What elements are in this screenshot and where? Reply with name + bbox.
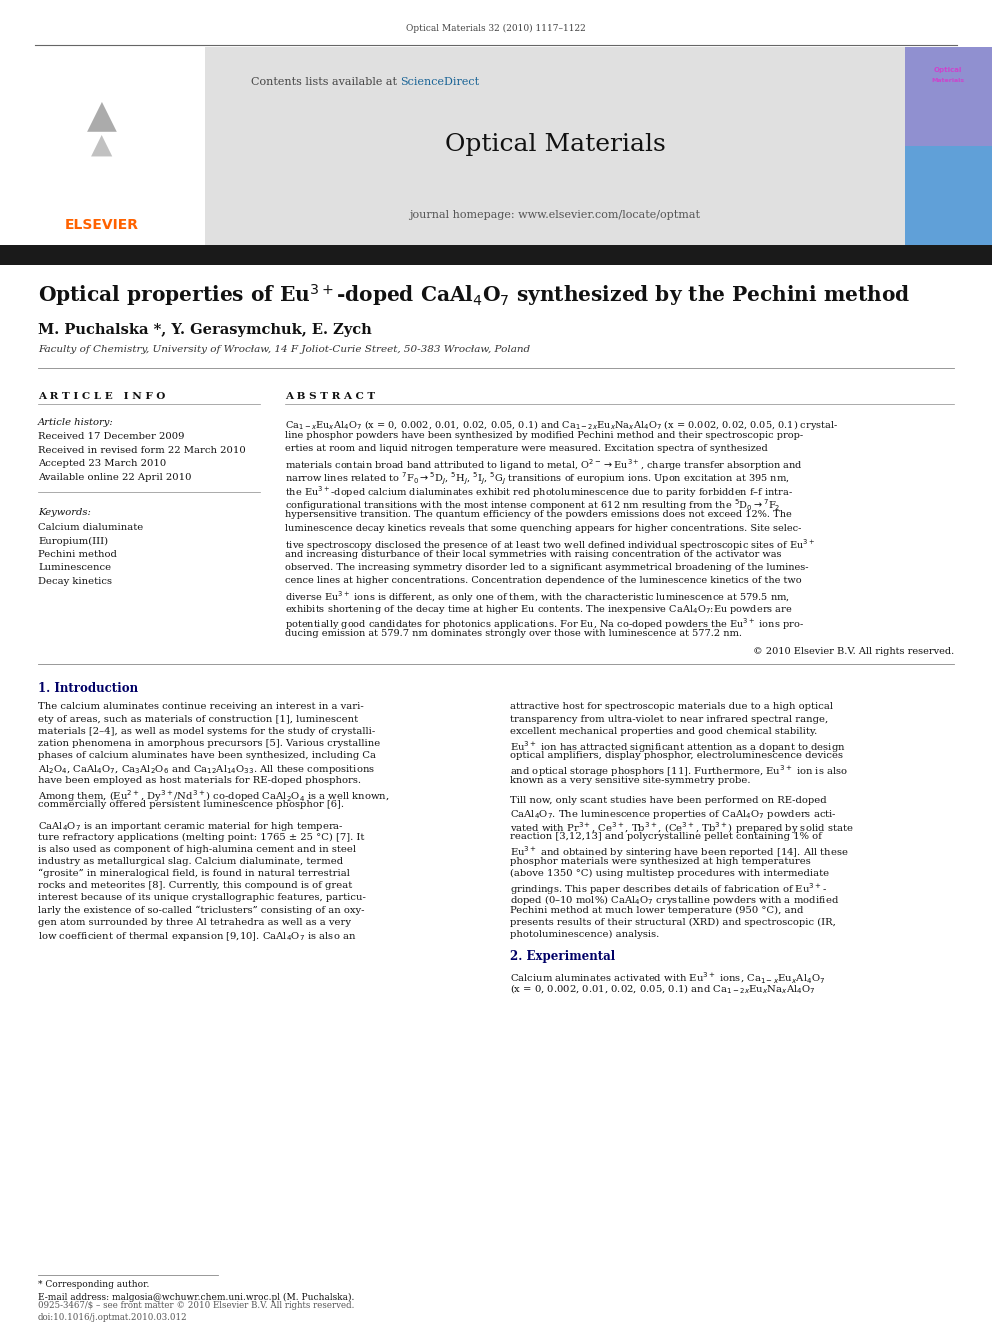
- Text: luminescence decay kinetics reveals that some quenching appears for higher conce: luminescence decay kinetics reveals that…: [285, 524, 802, 533]
- Text: ELSEVIER: ELSEVIER: [65, 218, 139, 232]
- Text: interest because of its unique crystallographic features, particu-: interest because of its unique crystallo…: [38, 893, 366, 902]
- Text: Eu$^{3+}$ ion has attracted significant attention as a dopant to design: Eu$^{3+}$ ion has attracted significant …: [510, 740, 846, 755]
- Text: Luminescence: Luminescence: [38, 564, 111, 573]
- Text: Calcium aluminates activated with Eu$^{3+}$ ions, Ca$_{1-x}$Eu$_x$Al$_4$O$_7$: Calcium aluminates activated with Eu$^{3…: [510, 970, 825, 986]
- Text: Decay kinetics: Decay kinetics: [38, 577, 112, 586]
- Text: Among them, (Eu$^{2+}$, Dy$^{3+}$/Nd$^{3+}$) co-doped CaAl$_2$O$_4$ is a well kn: Among them, (Eu$^{2+}$, Dy$^{3+}$/Nd$^{3…: [38, 787, 390, 803]
- Text: materials [2–4], as well as model systems for the study of crystalli-: materials [2–4], as well as model system…: [38, 726, 375, 736]
- Text: vated with Pr$^{3+}$, Ce$^{3+}$, Tb$^{3+}$, (Ce$^{3+}$, Tb$^{3+}$) prepared by s: vated with Pr$^{3+}$, Ce$^{3+}$, Tb$^{3+…: [510, 820, 854, 836]
- Text: low coefficient of thermal expansion [9,10]. CaAl$_4$O$_7$ is also an: low coefficient of thermal expansion [9,…: [38, 930, 356, 943]
- Text: CaAl$_4$O$_7$. The luminescence properties of CaAl$_4$O$_7$ powders acti-: CaAl$_4$O$_7$. The luminescence properti…: [510, 808, 837, 822]
- Text: Accepted 23 March 2010: Accepted 23 March 2010: [38, 459, 167, 468]
- Text: gen atom surrounded by three Al tetrahedra as well as a very: gen atom surrounded by three Al tetrahed…: [38, 918, 351, 927]
- Text: journal homepage: www.elsevier.com/locate/optmat: journal homepage: www.elsevier.com/locat…: [410, 210, 700, 220]
- Text: Received in revised form 22 March 2010: Received in revised form 22 March 2010: [38, 446, 246, 455]
- Text: Al$_2$O$_4$, CaAl$_4$O$_7$, Ca$_3$Al$_2$O$_6$ and Ca$_{12}$Al$_{14}$O$_{33}$. Al: Al$_2$O$_4$, CaAl$_4$O$_7$, Ca$_3$Al$_2$…: [38, 763, 375, 777]
- Text: reaction [3,12,13] and polycrystalline pellet containing 1% of: reaction [3,12,13] and polycrystalline p…: [510, 832, 822, 841]
- Text: Optical properties of Eu$^{3+}$-doped CaAl$_4$O$_7$ synthesized by the Pechini m: Optical properties of Eu$^{3+}$-doped Ca…: [38, 282, 911, 308]
- Text: doi:10.1016/j.optmat.2010.03.012: doi:10.1016/j.optmat.2010.03.012: [38, 1312, 187, 1322]
- Text: * Corresponding author.: * Corresponding author.: [38, 1279, 150, 1289]
- Text: Ca$_{1-x}$Eu$_x$Al$_4$O$_7$ (x = 0, 0.002, 0.01, 0.02, 0.05, 0.1) and Ca$_{1-2x}: Ca$_{1-x}$Eu$_x$Al$_4$O$_7$ (x = 0, 0.00…: [285, 418, 838, 433]
- Text: and optical storage phosphors [11]. Furthermore, Eu$^{3+}$ ion is also: and optical storage phosphors [11]. Furt…: [510, 763, 848, 779]
- Text: is also used as component of high-alumina cement and in steel: is also used as component of high-alumin…: [38, 844, 356, 853]
- Text: Pechini method at much lower temperature (950 °C), and: Pechini method at much lower temperature…: [510, 906, 804, 914]
- Text: the Eu$^{3+}$-doped calcium dialuminates exhibit red photoluminescence due to pa: the Eu$^{3+}$-doped calcium dialuminates…: [285, 484, 793, 500]
- Text: Article history:: Article history:: [38, 418, 114, 427]
- Bar: [905, 48, 992, 245]
- Text: Europium(III): Europium(III): [38, 537, 108, 545]
- Text: potentially good candidates for photonics applications. For Eu, Na co-doped powd: potentially good candidates for photonic…: [285, 617, 804, 632]
- Text: Available online 22 April 2010: Available online 22 April 2010: [38, 474, 191, 482]
- Text: A B S T R A C T: A B S T R A C T: [285, 392, 375, 401]
- Text: © 2010 Elsevier B.V. All rights reserved.: © 2010 Elsevier B.V. All rights reserved…: [753, 647, 954, 656]
- Text: “grosite” in mineralogical field, is found in natural terrestrial: “grosite” in mineralogical field, is fou…: [38, 869, 350, 878]
- Text: rocks and meteorites [8]. Currently, this compound is of great: rocks and meteorites [8]. Currently, thi…: [38, 881, 352, 890]
- Text: have been employed as host materials for RE-doped phosphors.: have been employed as host materials for…: [38, 775, 361, 785]
- Text: Faculty of Chemistry, University of Wrocław, 14 F Joliot-Curie Street, 50-383 Wr: Faculty of Chemistry, University of Wroc…: [38, 345, 530, 355]
- Text: tive spectroscopy disclosed the presence of at least two well defined individual: tive spectroscopy disclosed the presence…: [285, 537, 815, 553]
- Text: The calcium aluminates continue receiving an interest in a vari-: The calcium aluminates continue receivin…: [38, 703, 364, 712]
- Text: transparency from ultra-violet to near infrared spectral range,: transparency from ultra-violet to near i…: [510, 714, 828, 724]
- Text: known as a very sensitive site-symmetry probe.: known as a very sensitive site-symmetry …: [510, 775, 751, 785]
- Text: excellent mechanical properties and good chemical stability.: excellent mechanical properties and good…: [510, 726, 817, 736]
- Bar: [205, 48, 905, 245]
- Text: Till now, only scant studies have been performed on RE-doped: Till now, only scant studies have been p…: [510, 796, 826, 804]
- Text: 1. Introduction: 1. Introduction: [38, 683, 138, 696]
- Text: photoluminescence) analysis.: photoluminescence) analysis.: [510, 930, 660, 939]
- Text: M. Puchalska *, Y. Gerasymchuk, E. Zych: M. Puchalska *, Y. Gerasymchuk, E. Zych: [38, 323, 372, 337]
- Text: ety of areas, such as materials of construction [1], luminescent: ety of areas, such as materials of const…: [38, 714, 358, 724]
- Text: cence lines at higher concentrations. Concentration dependence of the luminescen: cence lines at higher concentrations. Co…: [285, 577, 802, 585]
- Text: erties at room and liquid nitrogen temperature were measured. Excitation spectra: erties at room and liquid nitrogen tempe…: [285, 445, 768, 454]
- Text: Contents lists available at: Contents lists available at: [251, 77, 400, 87]
- Text: (above 1350 °C) using multistep procedures with intermediate: (above 1350 °C) using multistep procedur…: [510, 869, 829, 878]
- Bar: [905, 48, 992, 146]
- Text: presents results of their structural (XRD) and spectroscopic (IR,: presents results of their structural (XR…: [510, 918, 836, 927]
- Text: Pechini method: Pechini method: [38, 550, 117, 560]
- Bar: [0, 48, 205, 245]
- Text: exhibits shortening of the decay time at higher Eu contents. The inexpensive CaA: exhibits shortening of the decay time at…: [285, 603, 793, 615]
- Text: grindings. This paper describes details of fabrication of Eu$^{3+}$-: grindings. This paper describes details …: [510, 881, 827, 897]
- Text: Materials: Materials: [931, 78, 964, 82]
- Text: doped (0–10 mol%) CaAl$_4$O$_7$ crystalline powders with a modified: doped (0–10 mol%) CaAl$_4$O$_7$ crystall…: [510, 893, 839, 908]
- Text: observed. The increasing symmetry disorder led to a significant asymmetrical bro: observed. The increasing symmetry disord…: [285, 564, 808, 573]
- Text: commercially offered persistent luminescence phosphor [6].: commercially offered persistent luminesc…: [38, 800, 344, 808]
- Text: (x = 0, 0.002, 0.01, 0.02, 0.05, 0.1) and Ca$_{1-2x}$Eu$_x$Na$_x$Al$_4$O$_7$: (x = 0, 0.002, 0.01, 0.02, 0.05, 0.1) an…: [510, 983, 815, 996]
- Text: optical amplifiers, display phosphor, electroluminescence devices: optical amplifiers, display phosphor, el…: [510, 751, 843, 761]
- Text: configurational transitions with the most intense component at 612 nm resulting : configurational transitions with the mos…: [285, 497, 781, 513]
- Text: attractive host for spectroscopic materials due to a high optical: attractive host for spectroscopic materi…: [510, 703, 833, 712]
- Text: industry as metallurgical slag. Calcium dialuminate, termed: industry as metallurgical slag. Calcium …: [38, 857, 343, 865]
- Text: 0925-3467/$ – see front matter © 2010 Elsevier B.V. All rights reserved.: 0925-3467/$ – see front matter © 2010 El…: [38, 1301, 354, 1310]
- Text: ScienceDirect: ScienceDirect: [400, 77, 479, 87]
- Text: CaAl$_4$O$_7$ is an important ceramic material for high tempera-: CaAl$_4$O$_7$ is an important ceramic ma…: [38, 820, 344, 833]
- Text: phosphor materials were synthesized at high temperatures: phosphor materials were synthesized at h…: [510, 857, 810, 865]
- Text: Eu$^{3+}$ and obtained by sintering have been reported [14]. All these: Eu$^{3+}$ and obtained by sintering have…: [510, 844, 849, 860]
- Text: Optical: Optical: [933, 67, 962, 73]
- Text: materials contain broad band attributed to ligand to metal, O$^{2-}$$\rightarrow: materials contain broad band attributed …: [285, 458, 803, 474]
- Bar: [905, 146, 992, 245]
- Text: Calcium dialuminate: Calcium dialuminate: [38, 523, 143, 532]
- Text: larly the existence of so-called “triclusters” consisting of an oxy-: larly the existence of so-called “triclu…: [38, 906, 364, 916]
- Text: ture refractory applications (melting point: 1765 ± 25 °C) [7]. It: ture refractory applications (melting po…: [38, 832, 364, 841]
- Text: Optical Materials 32 (2010) 1117–1122: Optical Materials 32 (2010) 1117–1122: [406, 24, 586, 33]
- Text: E-mail address: malgosia@wchuwr.chem.uni.wroc.pl (M. Puchalska).: E-mail address: malgosia@wchuwr.chem.uni…: [38, 1293, 354, 1302]
- Text: ducing emission at 579.7 nm dominates strongly over those with luminescence at 5: ducing emission at 579.7 nm dominates st…: [285, 630, 742, 638]
- Text: phases of calcium aluminates have been synthesized, including Ca: phases of calcium aluminates have been s…: [38, 751, 376, 761]
- Text: Keywords:: Keywords:: [38, 508, 91, 517]
- Text: diverse Eu$^{3+}$ ions is different, as only one of them, with the characteristi: diverse Eu$^{3+}$ ions is different, as …: [285, 590, 790, 606]
- Text: hypersensitive transition. The quantum efficiency of the powders emissions does : hypersensitive transition. The quantum e…: [285, 511, 792, 520]
- Text: Received 17 December 2009: Received 17 December 2009: [38, 433, 185, 442]
- Text: A R T I C L E   I N F O: A R T I C L E I N F O: [38, 392, 166, 401]
- Bar: [0, 245, 992, 265]
- Text: narrow lines related to $^7$F$_0$$\rightarrow$$^5$D$_J$, $^5$H$_J$, $^5$I$_J$, $: narrow lines related to $^7$F$_0$$\right…: [285, 471, 790, 487]
- Text: Optical Materials: Optical Materials: [444, 134, 666, 156]
- Text: ▲: ▲: [91, 131, 113, 159]
- Text: line phosphor powders have been synthesized by modified Pechini method and their: line phosphor powders have been synthesi…: [285, 431, 804, 441]
- Text: 2. Experimental: 2. Experimental: [510, 950, 615, 963]
- Text: zation phenomena in amorphous precursors [5]. Various crystalline: zation phenomena in amorphous precursors…: [38, 740, 380, 747]
- Text: and increasing disturbance of their local symmetries with raising concentration : and increasing disturbance of their loca…: [285, 550, 782, 560]
- Text: ▲: ▲: [87, 97, 117, 134]
